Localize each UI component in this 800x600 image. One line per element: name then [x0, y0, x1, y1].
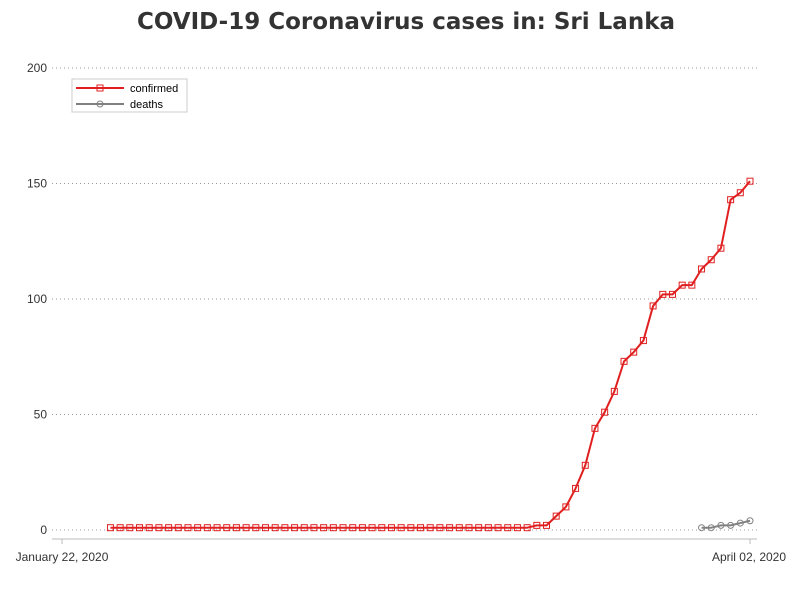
confirmed-point	[252, 524, 260, 532]
confirmed-point	[504, 524, 512, 532]
confirmed-point	[436, 524, 444, 532]
confirmed-point	[717, 244, 725, 252]
legend-marker	[96, 100, 104, 108]
confirmed-point	[572, 484, 580, 492]
deaths-point	[698, 524, 706, 532]
series-confirmed	[106, 177, 754, 532]
y-tick-label: 0	[40, 523, 47, 537]
confirmed-point	[523, 524, 531, 532]
x-tick-label: January 22, 2020	[16, 550, 109, 564]
confirmed-point	[581, 461, 589, 469]
legend-item-deaths: deaths	[76, 99, 164, 111]
confirmed-point	[698, 265, 706, 273]
deaths-point	[717, 521, 725, 529]
confirmed-point	[591, 424, 599, 432]
confirmed-point	[397, 524, 405, 532]
confirmed-point	[271, 524, 279, 532]
confirmed-point	[727, 196, 735, 204]
confirmed-point	[261, 524, 269, 532]
confirmed-point	[242, 524, 250, 532]
confirmed-point	[320, 524, 328, 532]
confirmed-point	[610, 387, 618, 395]
confirmed-point	[707, 256, 715, 264]
y-tick-label: 200	[27, 61, 47, 75]
y-tick-label: 100	[27, 292, 47, 306]
confirmed-point	[630, 348, 638, 356]
confirmed-line	[110, 180, 751, 529]
confirmed-point	[446, 524, 454, 532]
confirmed-point	[184, 524, 192, 532]
confirmed-point	[465, 524, 473, 532]
confirmed-point	[310, 524, 318, 532]
confirmed-point	[426, 524, 434, 532]
legend: confirmed deaths	[71, 78, 188, 113]
confirmed-point	[136, 524, 144, 532]
x-tick-labels: January 22, 2020 April 02, 2020	[16, 539, 786, 564]
confirmed-point	[552, 512, 560, 520]
confirmed-point	[194, 524, 202, 532]
confirmed-point	[455, 524, 463, 532]
confirmed-point	[116, 524, 124, 532]
confirmed-point	[106, 524, 114, 532]
deaths-point	[736, 519, 744, 527]
confirmed-point	[387, 524, 395, 532]
confirmed-point	[126, 524, 134, 532]
confirmed-point	[407, 524, 415, 532]
legend-item-confirmed: confirmed	[76, 83, 178, 95]
confirmed-point	[688, 281, 696, 289]
confirmed-point	[232, 524, 240, 532]
confirmed-point	[639, 337, 647, 345]
deaths-point	[746, 517, 754, 525]
confirmed-point	[213, 524, 221, 532]
deaths-point	[707, 524, 715, 532]
confirmed-point	[223, 524, 231, 532]
y-tick-label: 150	[27, 177, 47, 191]
confirmed-point	[484, 524, 492, 532]
y-tick-labels: 0 50 100 150 200	[27, 61, 47, 537]
confirmed-point	[562, 503, 570, 511]
series-deaths	[698, 517, 754, 532]
confirmed-point	[368, 524, 376, 532]
confirmed-point	[155, 524, 163, 532]
chart-title: COVID-19 Coronavirus cases in: Sri Lanka	[136, 9, 676, 35]
y-tick-label: 50	[34, 408, 48, 422]
confirmed-point	[281, 524, 289, 532]
confirmed-point	[174, 524, 182, 532]
confirmed-point	[329, 524, 337, 532]
confirmed-point	[746, 177, 754, 185]
confirmed-point	[358, 524, 366, 532]
legend-marker	[96, 84, 104, 92]
confirmed-point	[620, 357, 628, 365]
confirmed-point	[145, 524, 153, 532]
legend-label: confirmed	[130, 83, 178, 95]
confirmed-point	[659, 290, 667, 298]
deaths-line	[701, 519, 751, 529]
confirmed-point	[543, 521, 551, 529]
confirmed-point	[349, 524, 357, 532]
confirmed-point	[339, 524, 347, 532]
confirmed-point	[533, 521, 541, 529]
confirmed-point	[417, 524, 425, 532]
confirmed-point	[649, 302, 657, 310]
confirmed-point	[203, 524, 211, 532]
confirmed-point	[678, 281, 686, 289]
x-tick-label: April 02, 2020	[712, 550, 786, 564]
confirmed-point	[494, 524, 502, 532]
y-grid	[52, 67, 757, 531]
confirmed-point	[513, 524, 521, 532]
confirmed-point	[601, 408, 609, 416]
confirmed-point	[291, 524, 299, 532]
confirmed-point	[668, 290, 676, 298]
confirmed-point	[300, 524, 308, 532]
confirmed-point	[475, 524, 483, 532]
legend-box	[71, 78, 188, 113]
series	[106, 177, 754, 532]
legend-label: deaths	[130, 99, 164, 111]
deaths-point	[727, 521, 735, 529]
confirmed-point	[736, 189, 744, 197]
confirmed-point	[165, 524, 173, 532]
confirmed-point	[378, 524, 386, 532]
